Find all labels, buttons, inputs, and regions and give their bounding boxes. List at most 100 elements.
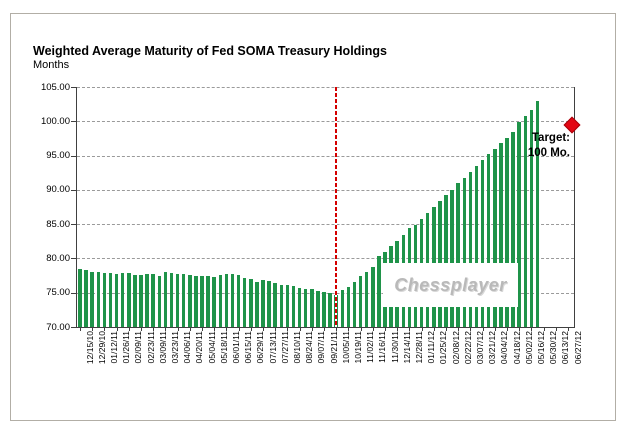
x-axis-label: 12/14/11 xyxy=(401,331,412,364)
bar xyxy=(450,189,454,327)
x-axis-label: 11/02/11 xyxy=(365,331,376,363)
x-axis-label: 06/27/12 xyxy=(572,331,583,365)
bar xyxy=(346,287,351,327)
x-axis-tick xyxy=(299,327,301,331)
x-axis-tick xyxy=(531,327,533,331)
y-axis-tick xyxy=(71,155,76,157)
gridline-105 xyxy=(77,87,574,88)
x-axis-tick xyxy=(433,327,435,331)
bar xyxy=(242,278,247,327)
y-axis-label: 85.00 xyxy=(46,218,70,230)
x-axis-tick xyxy=(385,327,386,331)
bar xyxy=(523,115,528,327)
bar xyxy=(474,165,479,327)
bar xyxy=(127,272,131,327)
bar xyxy=(249,279,253,327)
x-axis-tick xyxy=(104,327,106,331)
bar xyxy=(206,275,210,327)
bar xyxy=(181,274,186,327)
x-axis-label: 05/30/12 xyxy=(548,331,559,365)
bar xyxy=(169,272,174,327)
bar xyxy=(444,195,448,327)
x-axis-label: 01/12/11 xyxy=(108,331,119,364)
x-axis-tick xyxy=(92,327,94,331)
x-axis-label: 10/05/11 xyxy=(340,331,351,364)
x-axis-tick xyxy=(275,327,277,331)
x-axis-tick xyxy=(311,327,313,331)
x-axis-tick xyxy=(116,327,118,331)
bar xyxy=(456,183,460,327)
target-label-line1: Target: xyxy=(531,132,570,144)
chart-units-label: Months xyxy=(33,59,70,71)
x-axis-label: 02/23/11 xyxy=(145,331,156,364)
x-axis-tick xyxy=(202,327,203,331)
x-axis-tick xyxy=(177,327,179,331)
bar xyxy=(120,272,125,327)
x-axis-tick xyxy=(409,327,411,331)
y-axis-tick xyxy=(71,121,76,123)
x-axis-label: 12/29/10 xyxy=(96,331,107,365)
bar xyxy=(102,272,107,327)
bar xyxy=(468,172,473,327)
x-axis-label: 05/16/12 xyxy=(535,331,546,365)
x-axis-label: 12/28/11 xyxy=(413,331,424,364)
bar xyxy=(310,289,314,327)
x-axis-tick xyxy=(141,327,142,331)
bar xyxy=(139,274,143,327)
x-axis-tick xyxy=(263,327,264,331)
y-axis-tick xyxy=(71,87,76,88)
x-axis-tick xyxy=(324,327,325,331)
x-axis-tick xyxy=(494,327,496,331)
y-axis-label: 95.00 xyxy=(46,150,70,162)
target-label: Target: 100 Mo. xyxy=(480,131,570,161)
event-line xyxy=(335,87,338,327)
bar xyxy=(285,285,290,327)
gridline-95 xyxy=(77,155,574,157)
x-axis-tick xyxy=(470,327,472,331)
bar xyxy=(188,274,192,327)
x-axis-label: 07/27/11 xyxy=(279,331,290,364)
x-axis-label: 09/21/11 xyxy=(328,331,339,364)
bar xyxy=(371,267,375,327)
target-label-line2: 100 Mo. xyxy=(527,147,570,159)
bar xyxy=(517,122,521,327)
y-axis-label: 100.00 xyxy=(40,115,70,127)
bar xyxy=(486,154,491,327)
bar xyxy=(511,131,515,327)
x-axis-tick xyxy=(287,327,289,331)
x-axis-tick xyxy=(507,327,508,331)
y-axis-tick xyxy=(71,224,76,226)
bar xyxy=(303,288,308,327)
bar xyxy=(145,273,149,327)
x-axis-label: 03/09/11 xyxy=(157,331,168,364)
bar xyxy=(218,274,223,327)
bar xyxy=(322,292,326,327)
bar xyxy=(505,137,509,327)
bar xyxy=(261,279,265,327)
x-axis-label: 12/15/10 xyxy=(84,331,95,365)
y-axis-label: 70.00 xyxy=(46,321,70,333)
x-axis-label: 01/25/12 xyxy=(438,331,449,365)
x-axis-label: 06/15/11 xyxy=(243,331,254,364)
bar xyxy=(224,273,229,327)
watermark: Chessplayer xyxy=(383,263,518,307)
y-axis-label: 75.00 xyxy=(46,287,70,299)
x-axis-label: 01/26/11 xyxy=(121,331,132,364)
bar xyxy=(297,287,302,327)
x-axis-tick xyxy=(189,327,191,331)
bar xyxy=(364,271,369,327)
x-axis-label: 09/07/11 xyxy=(316,331,327,364)
bar xyxy=(267,281,271,327)
bar xyxy=(529,109,534,327)
bar xyxy=(480,160,485,327)
gridline-90 xyxy=(77,189,574,191)
bar xyxy=(352,282,357,327)
plot-area xyxy=(76,87,575,328)
bar xyxy=(273,283,277,327)
x-axis-label: 04/20/11 xyxy=(194,331,205,364)
y-axis-label: 80.00 xyxy=(46,252,70,264)
x-axis-label: 03/21/12 xyxy=(487,331,498,365)
x-axis-tick xyxy=(336,327,338,331)
bar xyxy=(358,275,363,327)
